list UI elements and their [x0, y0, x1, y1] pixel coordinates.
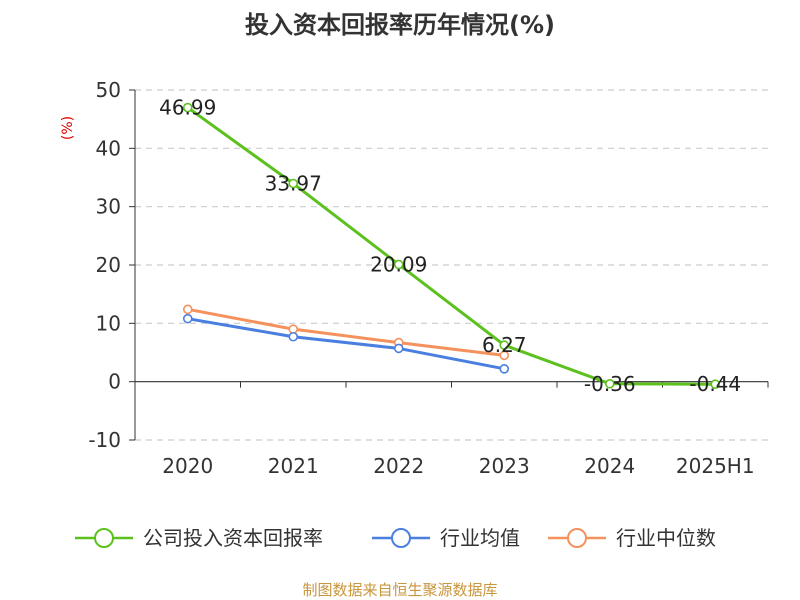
- series-lines: [186, 106, 716, 386]
- series-line: [186, 106, 716, 386]
- data-point: [288, 331, 299, 342]
- x-tick-label: 2023: [479, 454, 530, 478]
- x-tick-label: 2025H1: [676, 454, 755, 478]
- x-tick-label: 2024: [584, 454, 635, 478]
- legend-swatch-marker: [391, 528, 411, 548]
- data-point: [393, 343, 404, 354]
- chart-title: 投入资本回报率历年情况(%): [245, 11, 555, 39]
- data-label: -0.44: [689, 372, 741, 396]
- y-tick-label: 30: [96, 195, 121, 219]
- data-label: 33.97: [265, 172, 322, 196]
- x-tick-label: 2020: [162, 454, 213, 478]
- data-point: [710, 379, 721, 390]
- legend-label: 公司投入资本回报率: [143, 526, 323, 550]
- legend-swatch-marker: [567, 528, 587, 548]
- data-point: [182, 102, 193, 113]
- axes: [129, 89, 769, 441]
- data-point: [182, 304, 193, 315]
- data-label: 6.27: [482, 333, 527, 357]
- legend-label: 行业均值: [440, 526, 520, 550]
- x-tick-label: 2021: [268, 454, 319, 478]
- y-tick-label: 40: [96, 136, 121, 160]
- series-line: [187, 317, 505, 371]
- data-label: 20.09: [370, 252, 427, 276]
- data-point: [499, 350, 510, 361]
- series-line: [187, 307, 505, 357]
- data-point: [604, 378, 615, 389]
- y-axis-unit-label: (%): [60, 116, 76, 140]
- data-point: [499, 340, 510, 350]
- y-tick-label: 50: [96, 78, 121, 102]
- x-tick-labels: 2020 2021 2022 2023 2024 2025H1: [162, 454, 754, 478]
- data-label: -0.36: [584, 372, 636, 396]
- y-tick-label: 20: [96, 253, 121, 277]
- data-label: 46.99: [159, 96, 216, 120]
- y-tick-label: 0: [108, 370, 121, 394]
- x-tick-label: 2022: [373, 454, 424, 478]
- y-tick-label: 10: [96, 311, 121, 335]
- data-point: [182, 313, 193, 324]
- legend: 公司投入资本回报率 行业均值 行业中位数: [75, 526, 716, 550]
- data-source-note: 制图数据来自恒生聚源数据库: [302, 581, 497, 599]
- y-tick-label: -10: [88, 428, 121, 452]
- legend-label: 行业中位数: [616, 526, 716, 550]
- data-labels: 46.99 33.97 20.09 6.27 -0.36 -0.44: [159, 96, 741, 397]
- series-points: [182, 102, 721, 390]
- y-tick-labels: -10 0 10 20 30 40 50: [88, 78, 121, 452]
- data-point: [288, 178, 299, 189]
- data-point: [499, 364, 510, 374]
- data-point: [393, 259, 404, 270]
- legend-swatch-marker: [94, 528, 114, 548]
